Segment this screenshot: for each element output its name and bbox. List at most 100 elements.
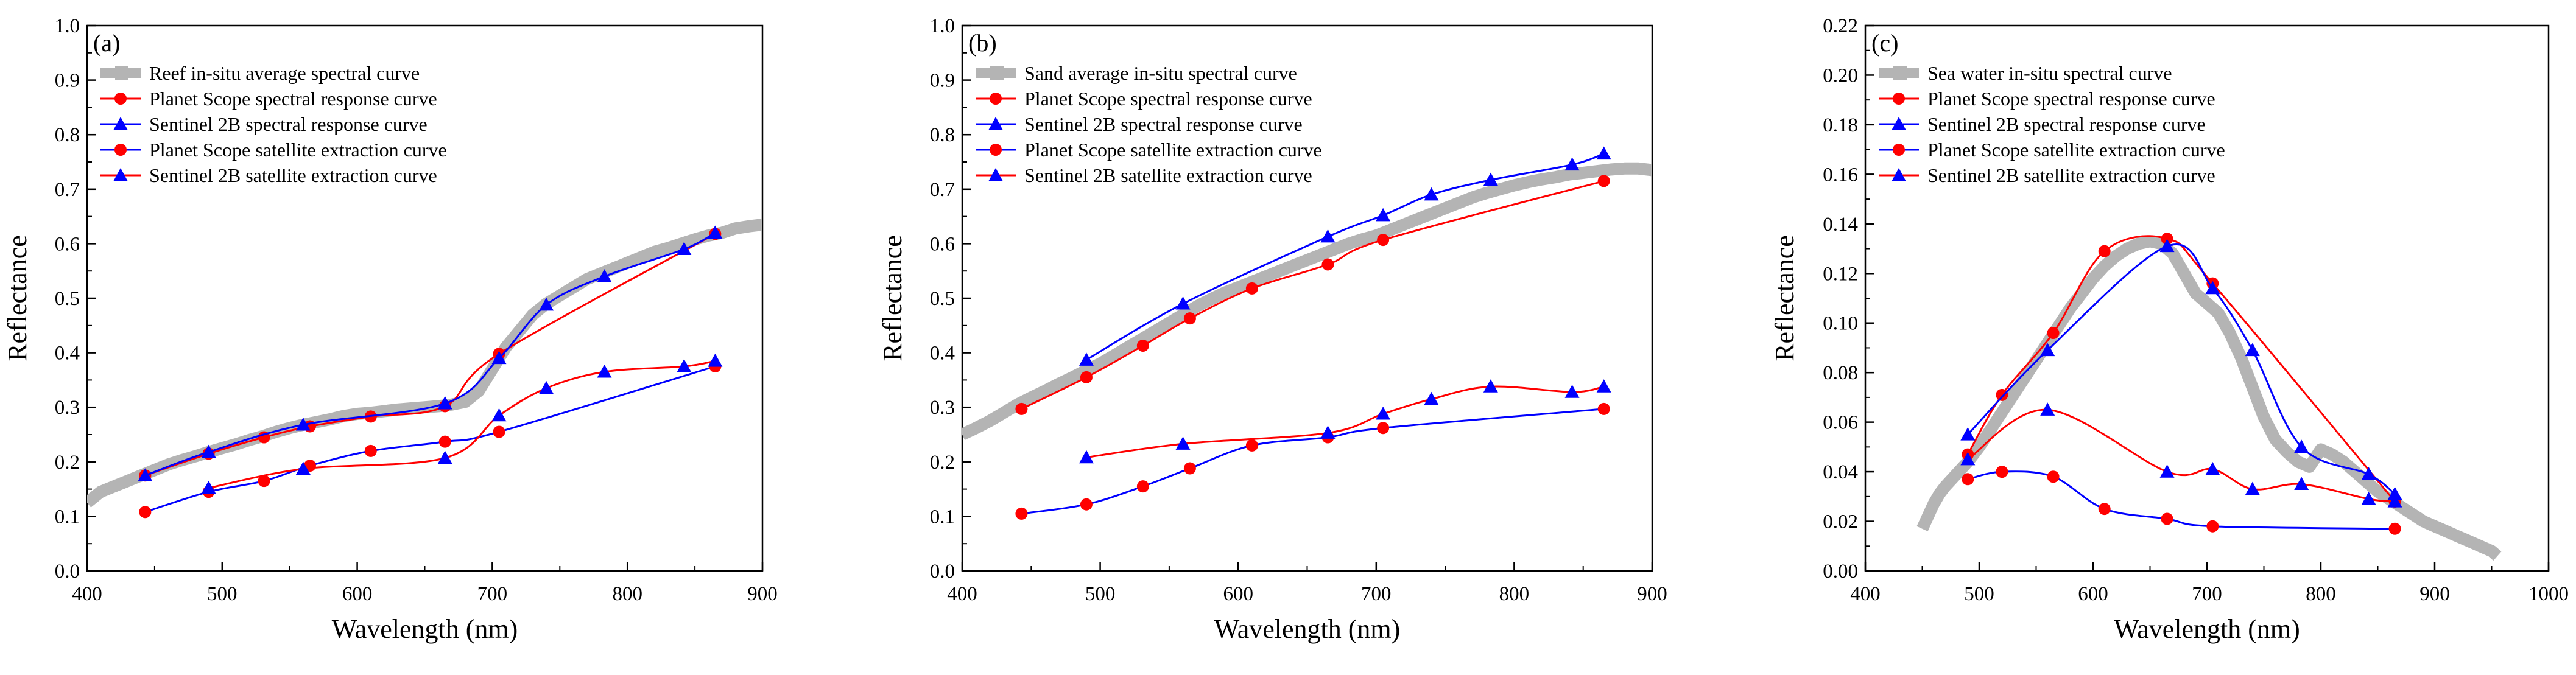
data-point (1960, 452, 1976, 466)
y-tick-label: 0.3 (55, 397, 80, 419)
y-tick-label: 0.00 (1823, 561, 1858, 582)
x-tick-label: 600 (342, 583, 373, 605)
y-tick-label: 0.8 (930, 124, 955, 146)
x-tick-label: 800 (2306, 583, 2336, 605)
data-point (708, 225, 723, 239)
y-tick-label: 0.04 (1823, 461, 1858, 483)
data-point (2159, 239, 2175, 253)
data-point (493, 425, 505, 438)
x-tick-label: 700 (477, 583, 508, 605)
x-tick-label: 800 (612, 583, 642, 605)
x-tick-label: 400 (1850, 583, 1881, 605)
y-tick-label: 0.12 (1823, 263, 1858, 285)
data-point (1183, 462, 1196, 475)
panel-label: (b) (968, 29, 997, 57)
legend: Sea water in-situ spectral curve Planet S… (1879, 62, 2225, 186)
legend-marker (115, 66, 128, 80)
x-tick-label: 500 (207, 583, 238, 605)
y-tick-label: 0.7 (55, 179, 80, 201)
y-axis-title: Reflectance (1770, 235, 1800, 362)
x-axis-title: Wavelength (nm) (1214, 614, 1401, 644)
legend-label: Planet Scope satellite extraction curve (1927, 139, 2225, 161)
y-tick-label: 0.5 (930, 288, 955, 310)
data-point (2047, 470, 2060, 483)
data-point (364, 444, 377, 457)
y-tick-label: 0.8 (55, 124, 80, 146)
y-tick-label: 0.0 (55, 561, 80, 582)
plot-area (1916, 233, 2502, 561)
y-tick-label: 0.14 (1823, 214, 1858, 236)
legend-marker (990, 66, 1004, 80)
y-tick-label: 0.0 (930, 561, 955, 582)
panel-label: (c) (1871, 29, 1898, 57)
data-point (677, 242, 692, 255)
legend-marker (1892, 168, 1906, 181)
data-point (1564, 157, 1580, 171)
data-point (1015, 507, 1028, 520)
y-tick-label: 1.0 (55, 15, 80, 37)
data-point (677, 359, 692, 372)
data-point (2206, 520, 2219, 533)
data-point (1320, 425, 1336, 439)
data-point (708, 354, 723, 367)
y-tick-label: 0.7 (930, 179, 955, 201)
data-point (2098, 503, 2111, 516)
series-0 (1916, 235, 2502, 561)
y-tick-label: 0.9 (930, 70, 955, 92)
series-3 (1015, 402, 1610, 520)
legend-label: Planet Scope spectral response curve (1024, 88, 1312, 110)
y-tick-label: 0.3 (930, 397, 955, 419)
y-tick-label: 0.5 (55, 288, 80, 310)
data-point (597, 269, 612, 282)
legend-marker (988, 168, 1003, 181)
chart-panel-2: 400 500 600 700 800 900 1000 0.00 0.02 0.04 0.06 0.… (1770, 15, 2569, 644)
legend-marker (1892, 117, 1906, 130)
data-point (1377, 234, 1390, 247)
y-axis-title: Reflectance (2, 235, 32, 362)
x-tick-label: 900 (2419, 583, 2450, 605)
data-point (295, 417, 311, 431)
x-axis-title: Wavelength (nm) (332, 614, 518, 644)
data-point (2387, 486, 2402, 500)
y-tick-label: 0.10 (1823, 313, 1858, 335)
data-point (1424, 187, 1439, 201)
series-1 (1015, 175, 1610, 415)
data-point (491, 408, 507, 422)
data-point (2159, 464, 2175, 478)
y-tick-label: 0.06 (1823, 412, 1858, 434)
legend-label: Planet Scope spectral response curve (1927, 88, 2215, 110)
data-point (2294, 477, 2309, 491)
data-point (1597, 402, 1610, 415)
x-tick-label: 600 (2078, 583, 2108, 605)
x-tick-label: 900 (747, 583, 778, 605)
legend-label: Sentinel 2B spectral response curve (1024, 113, 1303, 135)
series-2 (1960, 239, 2402, 500)
data-point (2361, 491, 2376, 505)
data-point (1564, 385, 1580, 398)
data-point (1596, 146, 1611, 160)
data-point (1424, 391, 1439, 405)
plot-area (87, 219, 762, 519)
series-line (1086, 385, 1605, 459)
data-point (2205, 281, 2220, 295)
data-point (1597, 175, 1610, 187)
data-point (539, 297, 554, 311)
chart-panel-1: 400 500 600 700 800 900 0.0 0.1 0.2 0.3 0.4 0.5 0.6 0… (878, 15, 1667, 644)
series-3 (139, 360, 722, 519)
data-point (1376, 406, 1391, 420)
x-tick-label: 500 (1964, 583, 1994, 605)
data-point (1321, 258, 1334, 271)
y-tick-label: 0.2 (930, 452, 955, 474)
series-line (1967, 470, 2395, 530)
data-point (2098, 245, 2111, 257)
legend-label: Reef in-situ average spectral curve (149, 62, 420, 84)
series-line (1916, 235, 2502, 561)
x-tick-label: 500 (1085, 583, 1116, 605)
series-3 (1962, 466, 2401, 535)
data-point (2047, 327, 2060, 340)
data-point (1079, 450, 1094, 464)
data-point (1962, 473, 1974, 486)
legend-label: Sentinel 2B satellite extraction curve (149, 164, 437, 186)
